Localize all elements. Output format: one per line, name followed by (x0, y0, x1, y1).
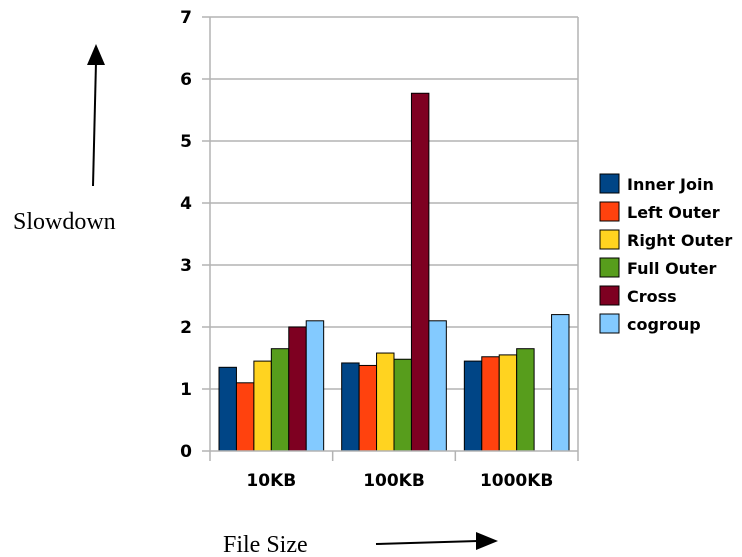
bar-full-outer-10kb (270, 348, 290, 452)
bar-inner-join-10kb (218, 366, 237, 452)
y-tick-label: 5 (180, 132, 192, 152)
y-axis-title: Slowdown (13, 209, 116, 235)
bar-cogroup-1000kb (551, 314, 570, 452)
bar-full-outer-100kb (393, 358, 412, 452)
x-tick-label: 10KB (246, 471, 296, 491)
bar-left-outer-1000kb (481, 356, 500, 452)
legend-swatch (599, 313, 620, 334)
bar-right-outer-100kb (376, 352, 395, 452)
bar-right-outer-10kb (253, 360, 272, 452)
legend-label: Left Outer (627, 203, 720, 222)
legend-label: Cross (627, 287, 677, 306)
up-arrow-icon (87, 44, 105, 187)
legend-label: Full Outer (627, 259, 717, 278)
x-tick-labels: 10KB 100KB 1000KB (246, 471, 553, 491)
bar-cogroup-100kb (428, 320, 447, 452)
bar-full-outer-1000kb (516, 348, 535, 452)
legend-swatch (599, 229, 620, 250)
legend-label: Inner Join (627, 175, 714, 194)
bars (218, 92, 570, 452)
legend-label: cogroup (627, 315, 701, 334)
y-tick-labels: 0 1 2 3 4 5 6 7 (180, 8, 192, 462)
axes (209, 17, 579, 461)
legend-label: Right Outer (627, 231, 732, 250)
y-tick-label: 1 (180, 380, 192, 400)
legend-swatch (599, 285, 620, 306)
legend-swatch (599, 173, 620, 194)
x-axis-title: File Size (223, 532, 308, 557)
y-tick-label: 4 (180, 194, 192, 214)
bar-inner-join-100kb (341, 362, 360, 452)
y-tick-label: 3 (180, 256, 192, 276)
x-tick-label: 100KB (363, 471, 425, 491)
y-tick-label: 2 (180, 318, 192, 338)
legend-swatch (599, 201, 620, 222)
legend: Inner Join Left Outer Right Outer Full Oute… (599, 173, 732, 334)
x-tick-label: 1000KB (480, 471, 553, 491)
bar-left-outer-10kb (235, 382, 255, 452)
y-tick-label: 0 (180, 442, 192, 462)
bar-cross-100kb (410, 92, 430, 452)
bar-inner-join-1000kb (463, 360, 483, 452)
legend-swatch (599, 257, 620, 278)
y-tick-label: 6 (180, 70, 192, 90)
right-arrow-icon (375, 532, 498, 550)
y-tick-label: 7 (180, 8, 192, 28)
bar-right-outer-1000kb (498, 354, 518, 452)
bar-left-outer-100kb (358, 364, 378, 452)
bar-cogroup-10kb (305, 320, 325, 452)
bar-cross-10kb (288, 326, 307, 452)
